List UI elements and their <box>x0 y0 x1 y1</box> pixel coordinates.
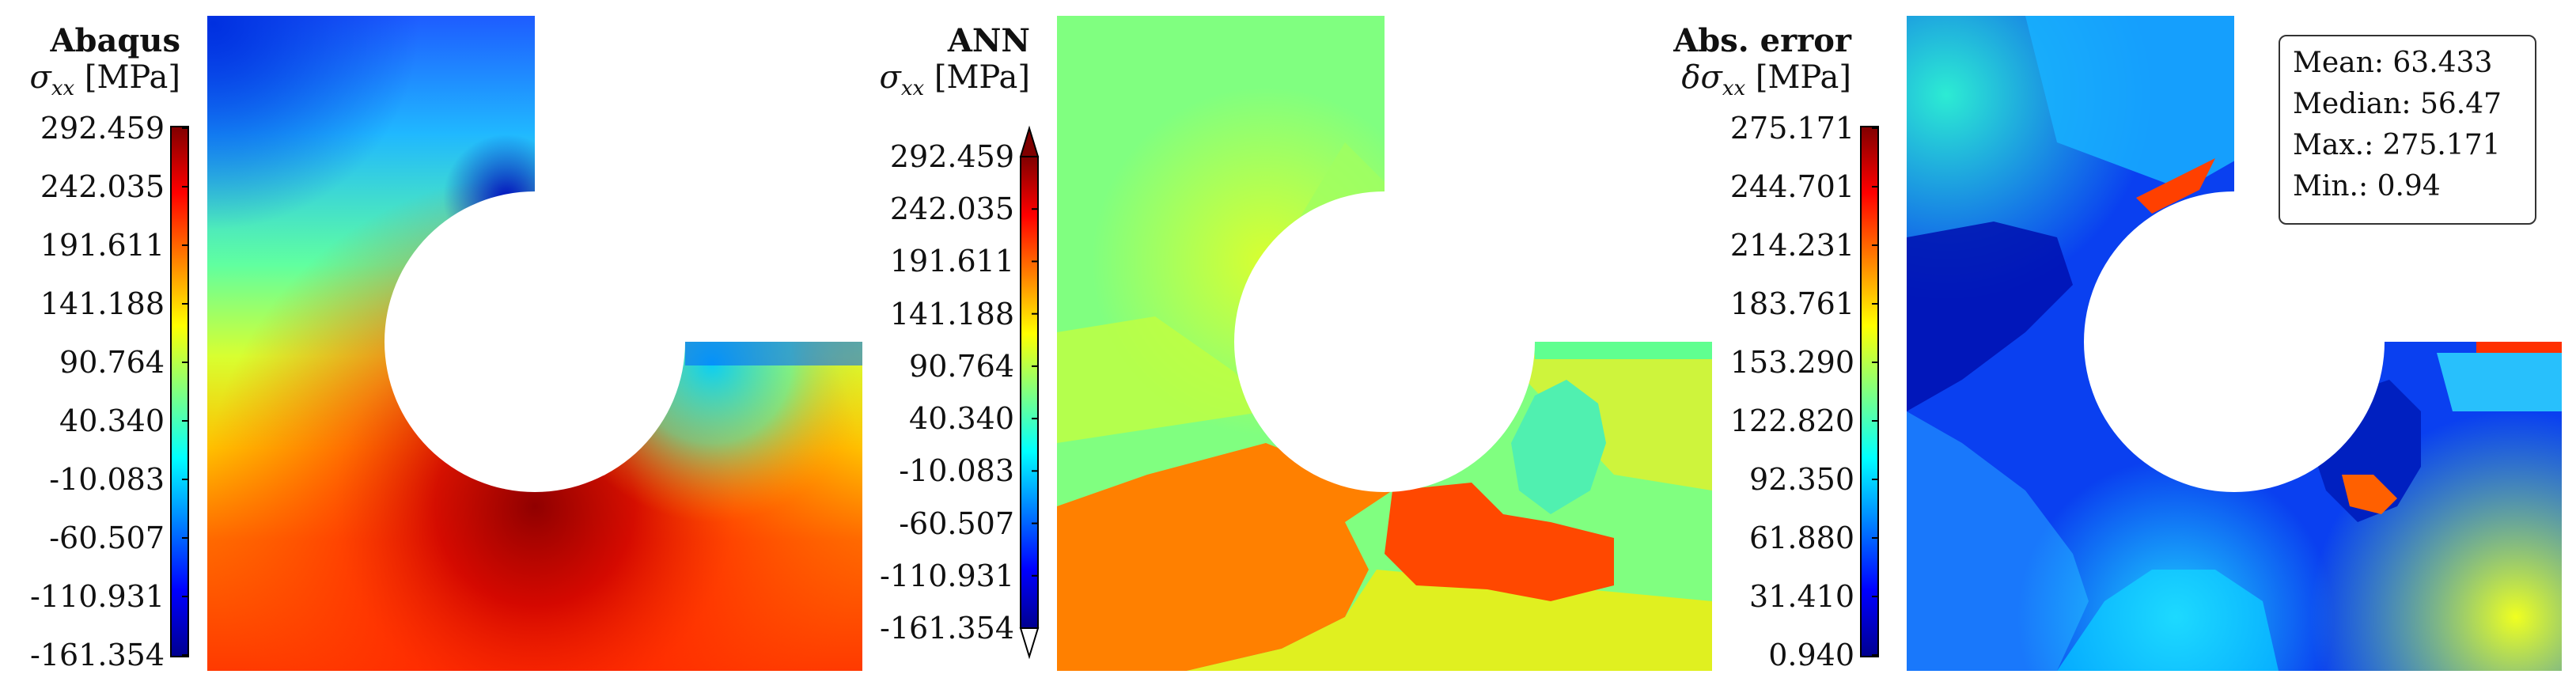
panel3-tick-label: 275.171 <box>1729 111 1854 146</box>
panel2-title: ANN <box>947 22 1030 59</box>
stat-mean: Mean: 63.433 <box>2293 47 2493 79</box>
panel2-colorbar <box>1019 125 1040 660</box>
panel1-quantity: σxx [MPa] <box>29 59 181 100</box>
panel1-colorbar <box>170 126 189 657</box>
panel2-tick-label: -161.354 <box>880 611 1014 646</box>
panel3-tick-label: 244.701 <box>1729 169 1854 204</box>
panel3-tick-label: 214.231 <box>1729 228 1854 263</box>
panel3-tick-label: 153.290 <box>1729 345 1854 380</box>
panel2-tick-label: 90.764 <box>909 348 1014 384</box>
panel3-tick-label: 122.820 <box>1729 403 1854 438</box>
panel2-tick-label: -60.507 <box>899 506 1014 541</box>
panel1-tick-label: 141.188 <box>40 286 165 321</box>
stat-min: Min.: 0.94 <box>2293 170 2441 203</box>
panel2-unit: [MPa] <box>934 59 1030 96</box>
panel1-tick-label: 40.340 <box>59 403 165 438</box>
panel3-tick-label: 31.410 <box>1749 579 1854 614</box>
panel1-contour <box>207 16 867 671</box>
panel1-unit: [MPa] <box>84 59 180 96</box>
panel2-tick-label: 40.340 <box>909 401 1014 437</box>
panel3-tick-label: 92.350 <box>1749 462 1854 497</box>
panel2-tick-label: 242.035 <box>889 191 1014 227</box>
panel1-tick-label: 292.459 <box>40 111 165 146</box>
panel1-tick-label: 242.035 <box>40 169 165 204</box>
stat-median: Median: 56.47 <box>2293 88 2502 120</box>
panel1-tick-label: -10.083 <box>49 462 165 497</box>
stat-max: Max.: 275.171 <box>2293 129 2501 161</box>
panel2-tick-label: -10.083 <box>899 453 1014 489</box>
panel2-quantity: σxx [MPa] <box>879 59 1031 100</box>
panel2-tick-label: -110.931 <box>880 558 1014 593</box>
panel2-tick-label: 292.459 <box>889 139 1014 174</box>
panel3-contour <box>1907 16 2563 671</box>
panel2-tick-label: 141.188 <box>889 296 1014 331</box>
panel3-tick-label: 61.880 <box>1749 521 1854 555</box>
panel3-unit: [MPa] <box>1755 59 1851 96</box>
panel1-tick-label: 90.764 <box>59 345 165 380</box>
panel1-tick-label: -60.507 <box>49 521 165 555</box>
colorbar-tick-marks <box>182 127 1878 656</box>
panel3-tick-label: 0.940 <box>1768 638 1854 672</box>
panel1-title: Abaqus <box>50 22 181 59</box>
panel3-tick-label: 183.761 <box>1729 286 1854 321</box>
panel1-tick-label: 191.611 <box>40 228 165 263</box>
panel1-tick-label: -110.931 <box>30 579 165 614</box>
panel2-tick-label: 191.611 <box>889 244 1014 279</box>
panel2-contour <box>1057 16 1717 671</box>
error-stats-box: Mean: 63.433 Median: 56.47 Max.: 275.171… <box>2279 35 2536 225</box>
panel1-tick-label: -161.354 <box>30 638 165 672</box>
panel3-colorbar <box>1860 126 1879 657</box>
